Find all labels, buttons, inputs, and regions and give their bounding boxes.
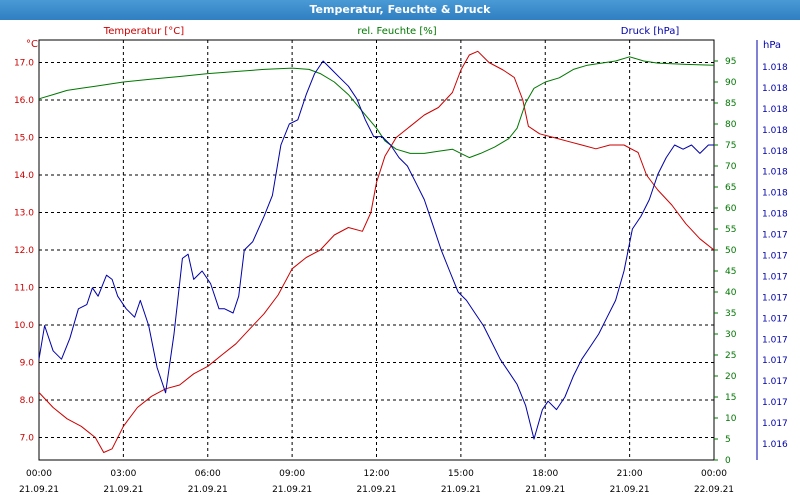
- temperature-series-line: [38, 50, 715, 453]
- pressure-tick-label: 1.017: [762, 252, 788, 262]
- humidity-tick-label: 25: [725, 351, 736, 361]
- pressure-tick-label: 1.017: [762, 314, 788, 324]
- x-tick-date: 21.09.21: [525, 485, 565, 495]
- temperature-tick-label: 14.0: [14, 171, 34, 181]
- pressure-tick-label: 1.018: [762, 168, 788, 178]
- x-tick-date: 22.09.21: [694, 485, 734, 495]
- humidity-tick-label: 0: [725, 456, 731, 466]
- temperature-tick-label: 12.0: [14, 246, 34, 256]
- series-lines: [38, 50, 715, 453]
- x-tick-time: 06:00: [195, 469, 221, 479]
- x-tick-date: 21.09.21: [188, 485, 228, 495]
- grid: [39, 40, 714, 460]
- x-tick-time: 00:00: [26, 469, 52, 479]
- temperature-tick-label: 10.0: [14, 321, 34, 331]
- humidity-series-line: [38, 56, 715, 159]
- pressure-tick-label: 1.018: [762, 126, 788, 136]
- temperature-tick-label: 9.0: [20, 359, 35, 369]
- pressure-tick-label: 1.017: [762, 419, 788, 429]
- pressure-tick-label: 1.017: [762, 272, 788, 282]
- pressure-tick-label: 1.018: [762, 189, 788, 199]
- x-tick-date: 21.09.21: [610, 485, 650, 495]
- humidity-tick-label: 75: [725, 141, 736, 151]
- temperature-axis-title: Temperatur [°C]: [103, 26, 184, 37]
- x-tick-time: 15:00: [448, 469, 474, 479]
- pressure-tick-label: 1.017: [762, 377, 788, 387]
- pressure-unit-label: hPa: [763, 40, 781, 51]
- humidity-tick-label: 95: [725, 57, 736, 67]
- humidity-axis-title: rel. Feuchte [%]: [357, 26, 436, 37]
- humidity-tick-label: 20: [725, 372, 737, 382]
- humidity-tick-label: 50: [725, 246, 737, 256]
- humidity-tick-label: 35: [725, 309, 736, 319]
- pressure-tick-label: 1.018: [762, 105, 788, 115]
- humidity-tick-label: 60: [725, 204, 737, 214]
- pressure-tick-label: 1.017: [762, 293, 788, 303]
- humidity-tick-label: 45: [725, 267, 736, 277]
- pressure-tick-label: 1.018: [762, 210, 788, 220]
- x-tick-time: 09:00: [279, 469, 305, 479]
- pressure-tick-label: 1.018: [762, 147, 788, 157]
- x-tick-date: 21.09.21: [441, 485, 481, 495]
- humidity-tick-label: 90: [725, 78, 737, 88]
- x-tick-date: 21.09.21: [356, 485, 396, 495]
- pressure-series-line: [38, 60, 714, 440]
- humidity-tick-label: 70: [725, 162, 737, 172]
- pressure-tick-label: 1.017: [762, 356, 788, 366]
- window-title: Temperatur, Feuchte & Druck: [0, 0, 800, 20]
- temperature-tick-label: 11.0: [14, 284, 34, 294]
- humidity-tick-label: 10: [725, 414, 737, 424]
- humidity-tick-label: 80: [725, 120, 737, 130]
- x-tick-time: 12:00: [364, 469, 390, 479]
- temperature-tick-label: 17.0: [14, 59, 34, 69]
- humidity-tick-label: 65: [725, 183, 736, 193]
- x-tick-time: 21:00: [617, 469, 643, 479]
- pressure-tick-label: 1.016: [762, 440, 788, 450]
- humidity-tick-label: 30: [725, 330, 737, 340]
- humidity-tick-label: 5: [725, 435, 731, 445]
- x-tick-date: 21.09.21: [19, 485, 59, 495]
- pressure-tick-label: 1.017: [762, 398, 788, 408]
- temperature-tick-label: 8.0: [20, 396, 35, 406]
- x-tick-date: 21.09.21: [103, 485, 143, 495]
- humidity-tick-label: 85: [725, 99, 736, 109]
- x-tick-time: 03:00: [110, 469, 136, 479]
- humidity-tick-label: 55: [725, 225, 736, 235]
- temperature-tick-label: 13.0: [14, 209, 34, 219]
- temperature-tick-label: 7.0: [20, 434, 35, 444]
- pressure-axis-title: Druck [hPa]: [621, 26, 680, 37]
- temperature-tick-label: 16.0: [14, 96, 34, 106]
- pressure-tick-label: 1.018: [762, 63, 788, 73]
- pressure-tick-label: 1.017: [762, 231, 788, 241]
- temperature-unit-label: °C: [26, 39, 38, 50]
- x-tick-time: 18:00: [532, 469, 558, 479]
- temperature-tick-label: 15.0: [14, 134, 34, 144]
- pressure-tick-label: 1.018: [762, 84, 788, 94]
- tick-labels: 00:00 21.09.21 03:00 21.09.21 06:00 21.09.21 0…: [14, 57, 788, 495]
- x-tick-date: 21.09.21: [272, 485, 312, 495]
- pressure-tick-label: 1.017: [762, 335, 788, 345]
- humidity-tick-label: 15: [725, 393, 736, 403]
- humidity-tick-label: 40: [725, 288, 737, 298]
- x-tick-time: 00:00: [701, 469, 727, 479]
